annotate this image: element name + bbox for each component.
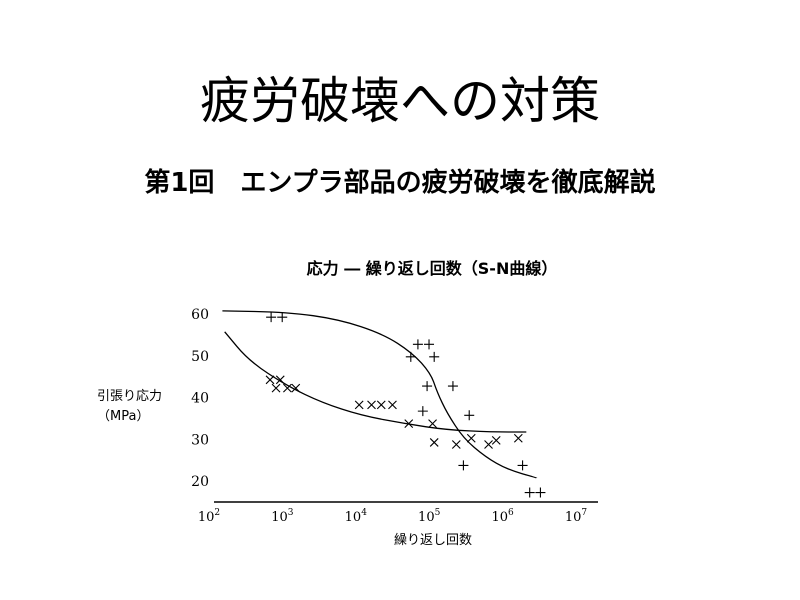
x-tick-label: 106 <box>491 508 514 525</box>
data-point-plus <box>417 406 428 417</box>
x-axis-label: 繰り返し回数 <box>394 533 472 548</box>
data-point-cross <box>275 375 285 385</box>
data-point-plus <box>535 487 546 498</box>
data-point-cross <box>484 440 493 449</box>
data-point-cross <box>428 419 437 429</box>
data-point-plus <box>266 312 277 323</box>
data-point-cross <box>404 419 414 429</box>
data-point-plus <box>424 339 435 350</box>
data-point-cross <box>466 433 476 443</box>
x-tick-label: 102 <box>198 508 220 525</box>
sn-curve-cross <box>224 331 527 433</box>
data-point-cross <box>451 440 461 449</box>
data-point-cross <box>283 383 292 393</box>
data-point-cross <box>513 433 523 443</box>
y-axis-label-unit: （MPa） <box>97 409 149 424</box>
data-point-plus <box>429 351 440 362</box>
data-point-cross <box>367 400 376 410</box>
y-tick-label: 20 <box>191 474 209 490</box>
data-point-plus <box>458 460 469 471</box>
data-point-cross <box>388 400 397 410</box>
x-tick-label: 105 <box>418 508 441 525</box>
x-tick-label: 107 <box>565 508 588 525</box>
data-point-plus <box>277 312 288 323</box>
y-tick-label: 40 <box>191 391 209 407</box>
y-axis-label: 引張り応力 <box>97 389 162 404</box>
data-point-cross <box>291 383 301 393</box>
data-point-cross <box>354 400 364 410</box>
data-point-cross <box>376 400 386 410</box>
data-point-plus <box>412 339 423 350</box>
sn-curve-plus <box>222 310 538 479</box>
x-tick-label: 104 <box>345 508 368 525</box>
slide-title: 疲労破壊への対策 <box>200 72 600 130</box>
data-point-plus <box>464 410 475 421</box>
data-point-plus <box>524 487 535 498</box>
data-point-plus <box>447 381 458 392</box>
y-tick-label: 50 <box>191 349 209 365</box>
slide-subtitle: 第1回 エンプラ部品の疲労破壊を徹底解説 <box>144 168 656 198</box>
data-point-plus <box>422 381 433 392</box>
data-point-cross <box>491 435 501 445</box>
data-point-plus <box>405 351 416 362</box>
data-point-cross <box>429 438 439 447</box>
data-point-plus <box>517 460 528 471</box>
data-point-cross <box>265 375 275 385</box>
data-point-cross <box>271 383 281 393</box>
y-tick-label: 60 <box>191 307 209 323</box>
chart-title: 応力 ― 繰り返し回数（S-N曲線） <box>307 259 558 278</box>
y-tick-label: 30 <box>191 432 209 448</box>
x-tick-label: 103 <box>271 508 294 525</box>
